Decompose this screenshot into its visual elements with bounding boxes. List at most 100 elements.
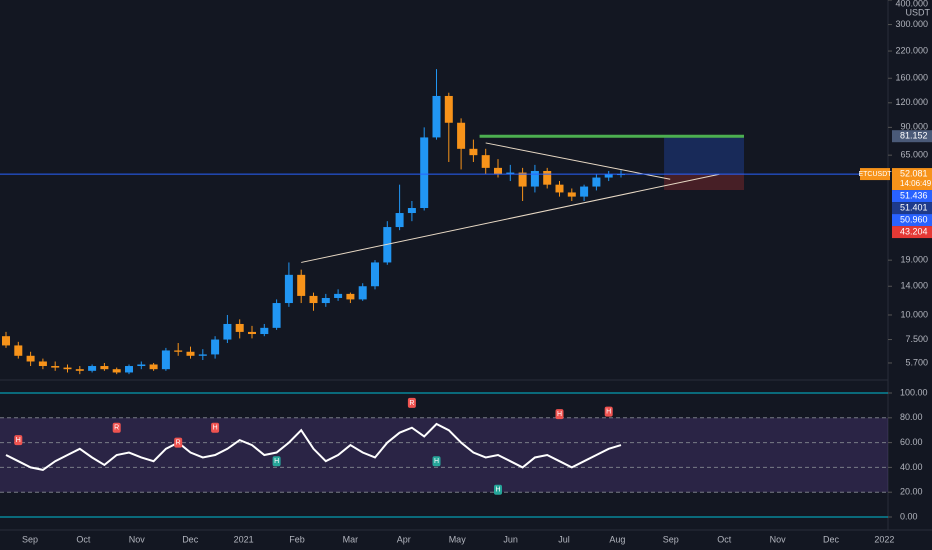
marker-label: H [16, 437, 21, 444]
price-label: 50.960 [900, 214, 928, 224]
time-label: Dec [182, 534, 199, 544]
candle-body [100, 366, 109, 370]
price-label: 51.436 [900, 190, 928, 200]
marker-box [604, 406, 613, 417]
time-label: Nov [129, 534, 146, 544]
candle-body [346, 293, 355, 300]
marker-label: H [213, 425, 218, 432]
candle-body [284, 274, 293, 304]
candle-body [567, 192, 576, 197]
y-tick-label: 220.000 [895, 45, 928, 55]
target-zone [664, 136, 744, 175]
y-tick-label: 300.000 [895, 19, 928, 29]
y-tick-label: 40.00 [900, 462, 923, 472]
y-tick-label: 7.500 [905, 334, 928, 344]
last-price-box [892, 168, 932, 191]
candle-body [198, 354, 207, 356]
candle-body [432, 95, 441, 138]
time-label: Oct [76, 534, 91, 544]
marker-box [272, 456, 281, 467]
candle-body [174, 350, 183, 352]
candle-body [2, 336, 10, 346]
time-label: 2022 [874, 534, 894, 544]
candle-body [235, 323, 244, 332]
candle-body [457, 122, 466, 149]
candle-body [248, 331, 256, 335]
candle-body [297, 274, 306, 296]
candle-body [518, 172, 527, 187]
candle-body [604, 174, 613, 178]
marker-label: H [606, 408, 611, 415]
marker-label: R [409, 400, 414, 407]
marker-label: H [495, 487, 500, 494]
price-label: 81.152 [900, 131, 928, 141]
oscillator-line [5, 422, 622, 471]
price-label-box [892, 130, 932, 143]
price-label-box [892, 214, 932, 227]
candle-body [592, 177, 601, 187]
time-label: Jun [503, 534, 518, 544]
time-label: Nov [770, 534, 787, 544]
marker-box [14, 435, 23, 446]
marker-box [407, 397, 416, 408]
marker-label: H [274, 458, 279, 465]
y-tick-label: 160.000 [895, 73, 928, 83]
time-label: Dec [823, 534, 840, 544]
y-tick-label: 400.000 [895, 0, 928, 8]
candle-body [63, 367, 72, 370]
candle-body [223, 323, 232, 340]
price-label: 51.401 [900, 202, 928, 212]
candle-body [444, 95, 453, 123]
y-tick-label: 100.00 [900, 387, 928, 397]
candle-body [420, 137, 429, 209]
band [0, 417, 888, 493]
y-tick-label: 65.000 [900, 150, 928, 160]
y-tick-label: 80.00 [900, 412, 923, 422]
trendline [301, 173, 720, 263]
price-label-box [892, 190, 932, 203]
candle-body [506, 172, 515, 175]
candle-body [186, 351, 195, 356]
y-tick-label: 120.000 [895, 97, 928, 107]
candle-body [260, 327, 269, 335]
symbol-label: ETCUSDT [858, 171, 892, 178]
candle-body [137, 364, 146, 367]
candle-body [161, 350, 170, 370]
candle-body [149, 364, 158, 370]
candle-body [26, 355, 35, 362]
marker-label: H [557, 411, 562, 418]
time-label: Aug [609, 534, 625, 544]
y-tick-label: 90.000 [900, 122, 928, 132]
candle-body [494, 167, 502, 175]
candle-body [407, 208, 416, 214]
candle-body [309, 295, 318, 304]
marker-box [211, 422, 220, 433]
candle-body [112, 369, 121, 373]
price-label: 43.204 [900, 226, 928, 236]
marker-box [112, 422, 121, 433]
y-tick-label: 20.00 [900, 487, 923, 497]
marker-box [432, 456, 441, 467]
candle-body [395, 213, 404, 228]
candle-body [358, 286, 367, 300]
time-label: Sep [663, 534, 679, 544]
candle-body [543, 170, 552, 185]
marker-label: R [176, 439, 181, 446]
candle-body [211, 339, 220, 355]
candle-body [334, 293, 343, 298]
marker-box [174, 437, 183, 448]
y-tick-label: 10.000 [900, 309, 928, 319]
candle-body [530, 170, 539, 187]
countdown-label: 14:06:49 [900, 179, 932, 188]
candle-body [14, 345, 23, 356]
candle-body [88, 366, 97, 371]
candle-body [469, 148, 478, 156]
y-tick-label: 0.00 [900, 511, 918, 521]
y-tick-label: 60.00 [900, 437, 923, 447]
candle-body [371, 262, 379, 287]
marker-label: H [434, 458, 439, 465]
time-label: Sep [22, 534, 38, 544]
time-label: Apr [397, 534, 411, 544]
time-label: 2021 [234, 534, 254, 544]
